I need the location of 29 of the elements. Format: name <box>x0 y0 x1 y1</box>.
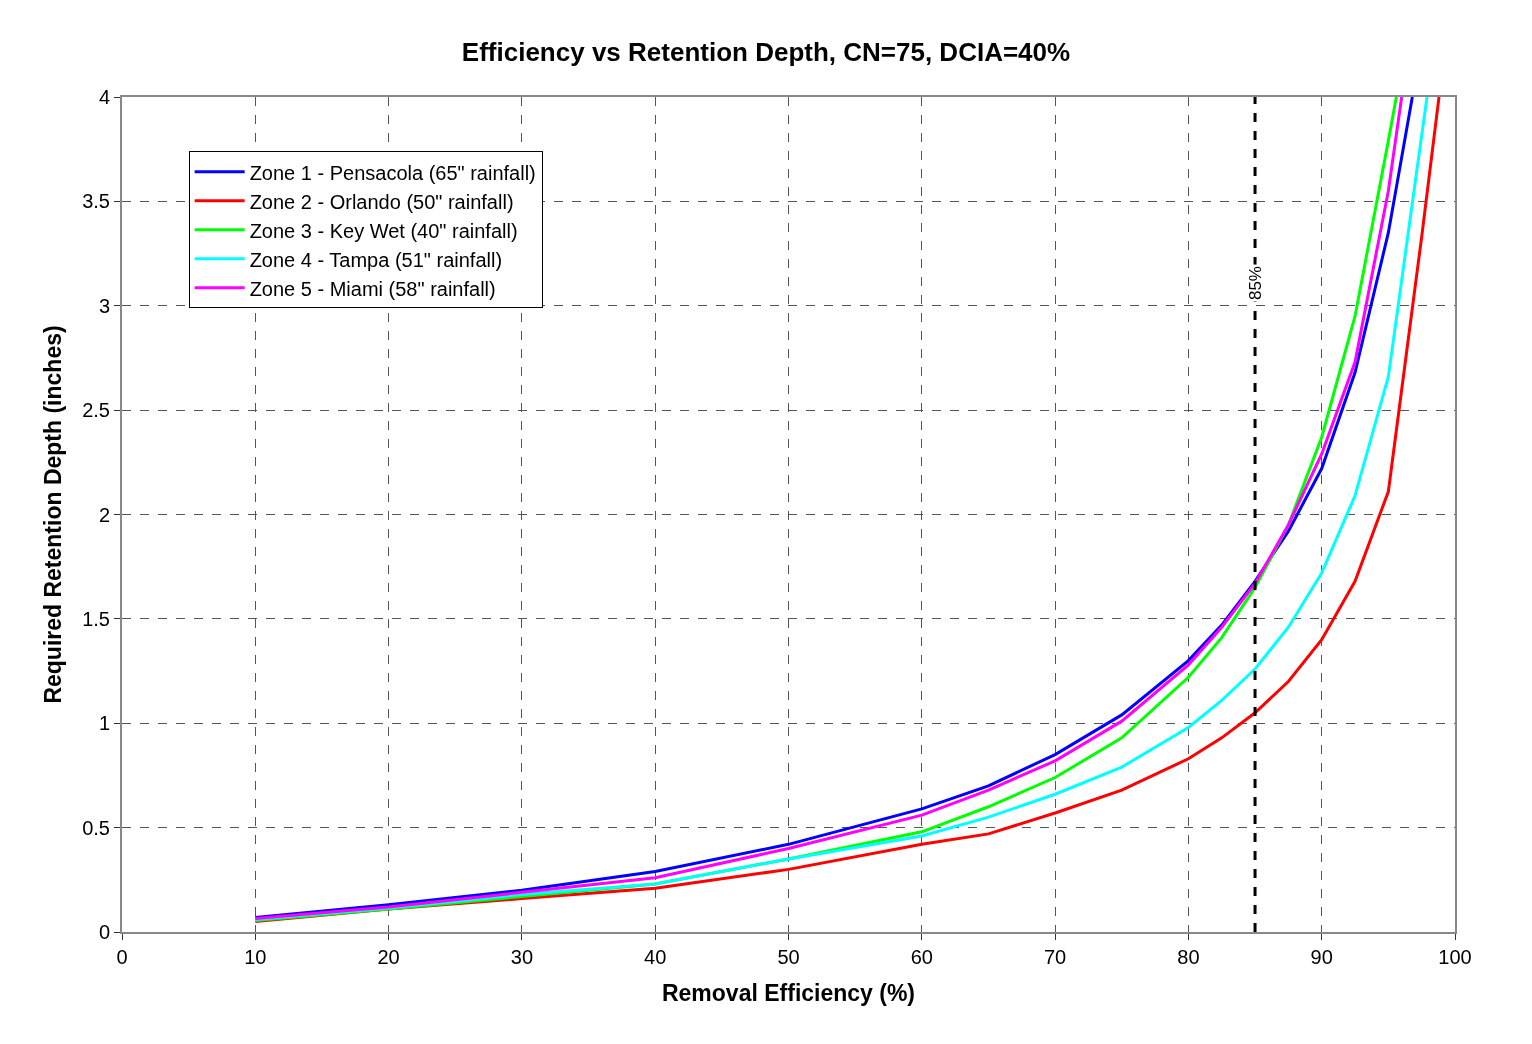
ref-line-label: 85% <box>1246 266 1266 301</box>
x-tick-label: 80 <box>1177 946 1200 968</box>
x-tick-label: 50 <box>777 946 800 968</box>
legend-label: Zone 4 - Tampa (51" rainfall) <box>249 248 503 271</box>
y-tick-label: 0.5 <box>82 816 110 839</box>
x-tick-label: 10 <box>244 946 267 968</box>
x-tick-label: 40 <box>644 946 667 968</box>
x-tick-label: 30 <box>510 946 534 968</box>
y-tick-label: 0 <box>98 921 110 943</box>
chart-title: Efficiency vs Retention Depth, CN=75, DCIA=40% <box>461 37 1071 68</box>
x-tick-label: 20 <box>377 946 400 968</box>
x-tick-label: 70 <box>1043 946 1067 968</box>
x-tick-label: 60 <box>910 946 933 968</box>
x-axis-title: Removal Efficiency (%) <box>661 980 916 1007</box>
y-tick-label: 3 <box>98 294 110 317</box>
legend-label: Zone 2 - Orlando (50" rainfall) <box>249 190 514 213</box>
legend-label: Zone 5 - Miami (58" rainfall) <box>249 277 496 300</box>
x-tick-label: 90 <box>1310 946 1333 968</box>
y-tick-label: 1.5 <box>82 607 110 630</box>
y-tick-label: 2.5 <box>82 399 110 422</box>
legend-label: Zone 3 - Key Wet (40" rainfall) <box>249 219 518 242</box>
y-tick-label: 4 <box>98 86 110 108</box>
y-tick-label: 1 <box>98 712 110 735</box>
x-tick-label: 0 <box>116 946 128 968</box>
y-axis-title: Required Retention Depth (inches) <box>40 325 67 704</box>
legend-label: Zone 1 - Pensacola (65" rainfall) <box>249 161 536 184</box>
y-tick-label: 3.5 <box>82 190 110 213</box>
y-tick-label: 2 <box>98 503 110 526</box>
x-tick-label: 100 <box>1438 946 1472 968</box>
